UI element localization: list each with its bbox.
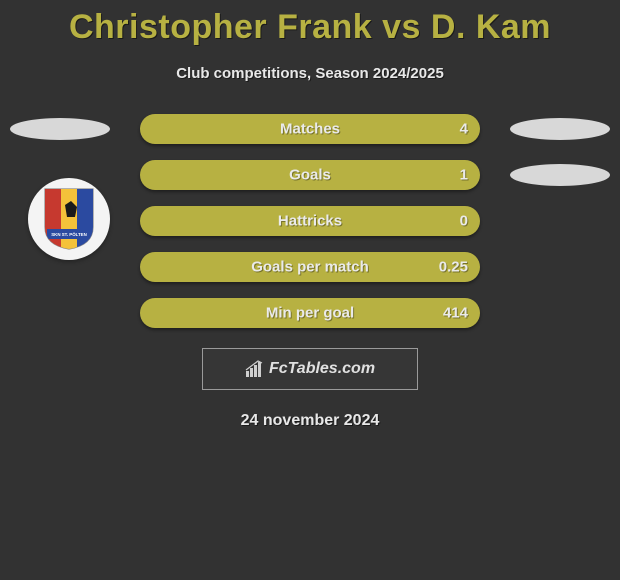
- stat-value: 0: [460, 213, 468, 230]
- date-label: 24 november 2024: [0, 412, 620, 430]
- stat-value: 4: [460, 121, 468, 138]
- page-title: Christopher Frank vs D. Kam: [0, 0, 620, 47]
- chart-icon: [245, 360, 263, 378]
- stat-bar: Goals 1: [140, 160, 480, 190]
- stat-value: 0.25: [439, 259, 468, 276]
- subtitle: Club competitions, Season 2024/2025: [0, 65, 620, 82]
- stat-value: 414: [443, 305, 468, 322]
- stat-bar: Goals per match 0.25: [140, 252, 480, 282]
- left-blob: [10, 118, 110, 140]
- stat-label: Matches: [280, 121, 340, 138]
- right-blob: [510, 164, 610, 186]
- watermark-text: FcTables.com: [269, 360, 375, 378]
- stat-label: Goals: [289, 167, 331, 184]
- svg-text:SKN ST. PÖLTEN: SKN ST. PÖLTEN: [51, 232, 87, 237]
- stat-row-mpg: Min per goal 414: [0, 298, 620, 328]
- stat-label: Hattricks: [278, 213, 342, 230]
- stat-bar: Hattricks 0: [140, 206, 480, 236]
- stat-row-matches: Matches 4: [0, 114, 620, 144]
- stat-bar: Matches 4: [140, 114, 480, 144]
- stat-label: Goals per match: [251, 259, 369, 276]
- stat-value: 1: [460, 167, 468, 184]
- stat-row-gpm: Goals per match 0.25: [0, 252, 620, 282]
- shield-icon: SKN ST. PÖLTEN: [41, 187, 97, 251]
- right-blob: [510, 118, 610, 140]
- watermark: FcTables.com: [202, 348, 418, 390]
- club-badge: SKN ST. PÖLTEN: [28, 178, 110, 260]
- stat-bar: Min per goal 414: [140, 298, 480, 328]
- stat-label: Min per goal: [266, 305, 354, 322]
